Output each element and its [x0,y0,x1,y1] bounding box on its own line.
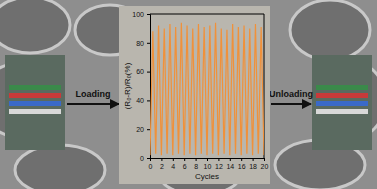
tick-mark [147,100,150,101]
annotation: Unloading [269,89,313,99]
photo-stripe [316,85,368,90]
annotation: Loading [76,89,111,99]
plot-frame [150,14,264,158]
tick: 16 [238,158,246,170]
tick-label: 20 [136,126,144,133]
tick-label: 4 [171,163,175,170]
tick-label: 80 [136,40,144,47]
tick: 0 [140,155,150,162]
arrow [67,103,119,105]
tick: 0 [149,158,153,170]
tick: 14 [226,158,234,170]
tick-mark [230,158,231,161]
x-axis-title: Cycles [195,172,219,181]
y-axis-title: (R₀-R)/R₀(%) [123,62,132,109]
tick-mark [184,158,185,161]
tick-mark [218,158,219,161]
tick-label: 10 [204,163,212,170]
tick: 20 [136,126,150,133]
tick-label: 0 [149,163,153,170]
photo-stripe [9,109,61,114]
photo [5,55,65,150]
tick-mark [264,158,265,161]
photo-stripe [9,85,61,90]
tick-label: 60 [136,68,144,75]
tick: 60 [136,68,150,75]
tick-label: 2 [160,163,164,170]
photo-stripe [316,109,368,114]
tick-mark [196,158,197,161]
tick-label: 20 [261,163,269,170]
tick-mark [147,14,150,15]
foam-cell [0,0,70,53]
tick-label: 8 [194,163,198,170]
photo [312,55,372,150]
axis-line [151,159,265,162]
tick-label: 100 [132,11,144,18]
tick-mark [241,158,242,161]
plot-area [150,23,264,155]
photo-frame [5,55,65,150]
tick: 40 [136,97,150,104]
photo-frame [312,55,372,150]
tick-mark [147,72,150,73]
foam-cell [15,145,105,189]
tick: 100 [132,11,150,18]
chart-panel [119,6,270,184]
tick-label: 0 [140,155,144,162]
tick-mark [207,158,208,161]
tick: 12 [215,158,223,170]
tick-mark [161,158,162,161]
tick-mark [147,158,150,159]
tick-mark [147,129,150,130]
data-line [150,23,264,155]
photo-stripe [9,93,61,98]
tick: 8 [194,158,198,170]
tick-label: 6 [183,163,187,170]
photo-stripe [9,101,61,106]
tick: 18 [249,158,257,170]
x-axis: 024 68 101214 1618 20 [149,158,269,170]
tick-label: 18 [249,163,257,170]
tick-label: 12 [215,163,223,170]
tick: 20 [261,158,269,170]
foam-cell [290,0,370,60]
tick-label: 14 [226,163,234,170]
y-axis: 0 20 40 60 80 100 [132,11,150,162]
tick-mark [147,43,150,44]
tick-label: 40 [136,97,144,104]
tick-mark [253,158,254,161]
axis-line [147,15,151,159]
arrow [271,103,311,105]
tick-mark [173,158,174,161]
tick: 4 [171,158,175,170]
tick: 2 [160,158,164,170]
photo-stripe [316,101,368,106]
photo-stripe [316,93,368,98]
graphical-abstract: LoadingUnloading024681012141618200204060… [0,0,377,189]
tick: 10 [204,158,212,170]
tick: 80 [136,40,150,47]
tick: 6 [183,158,187,170]
tick-label: 16 [238,163,246,170]
